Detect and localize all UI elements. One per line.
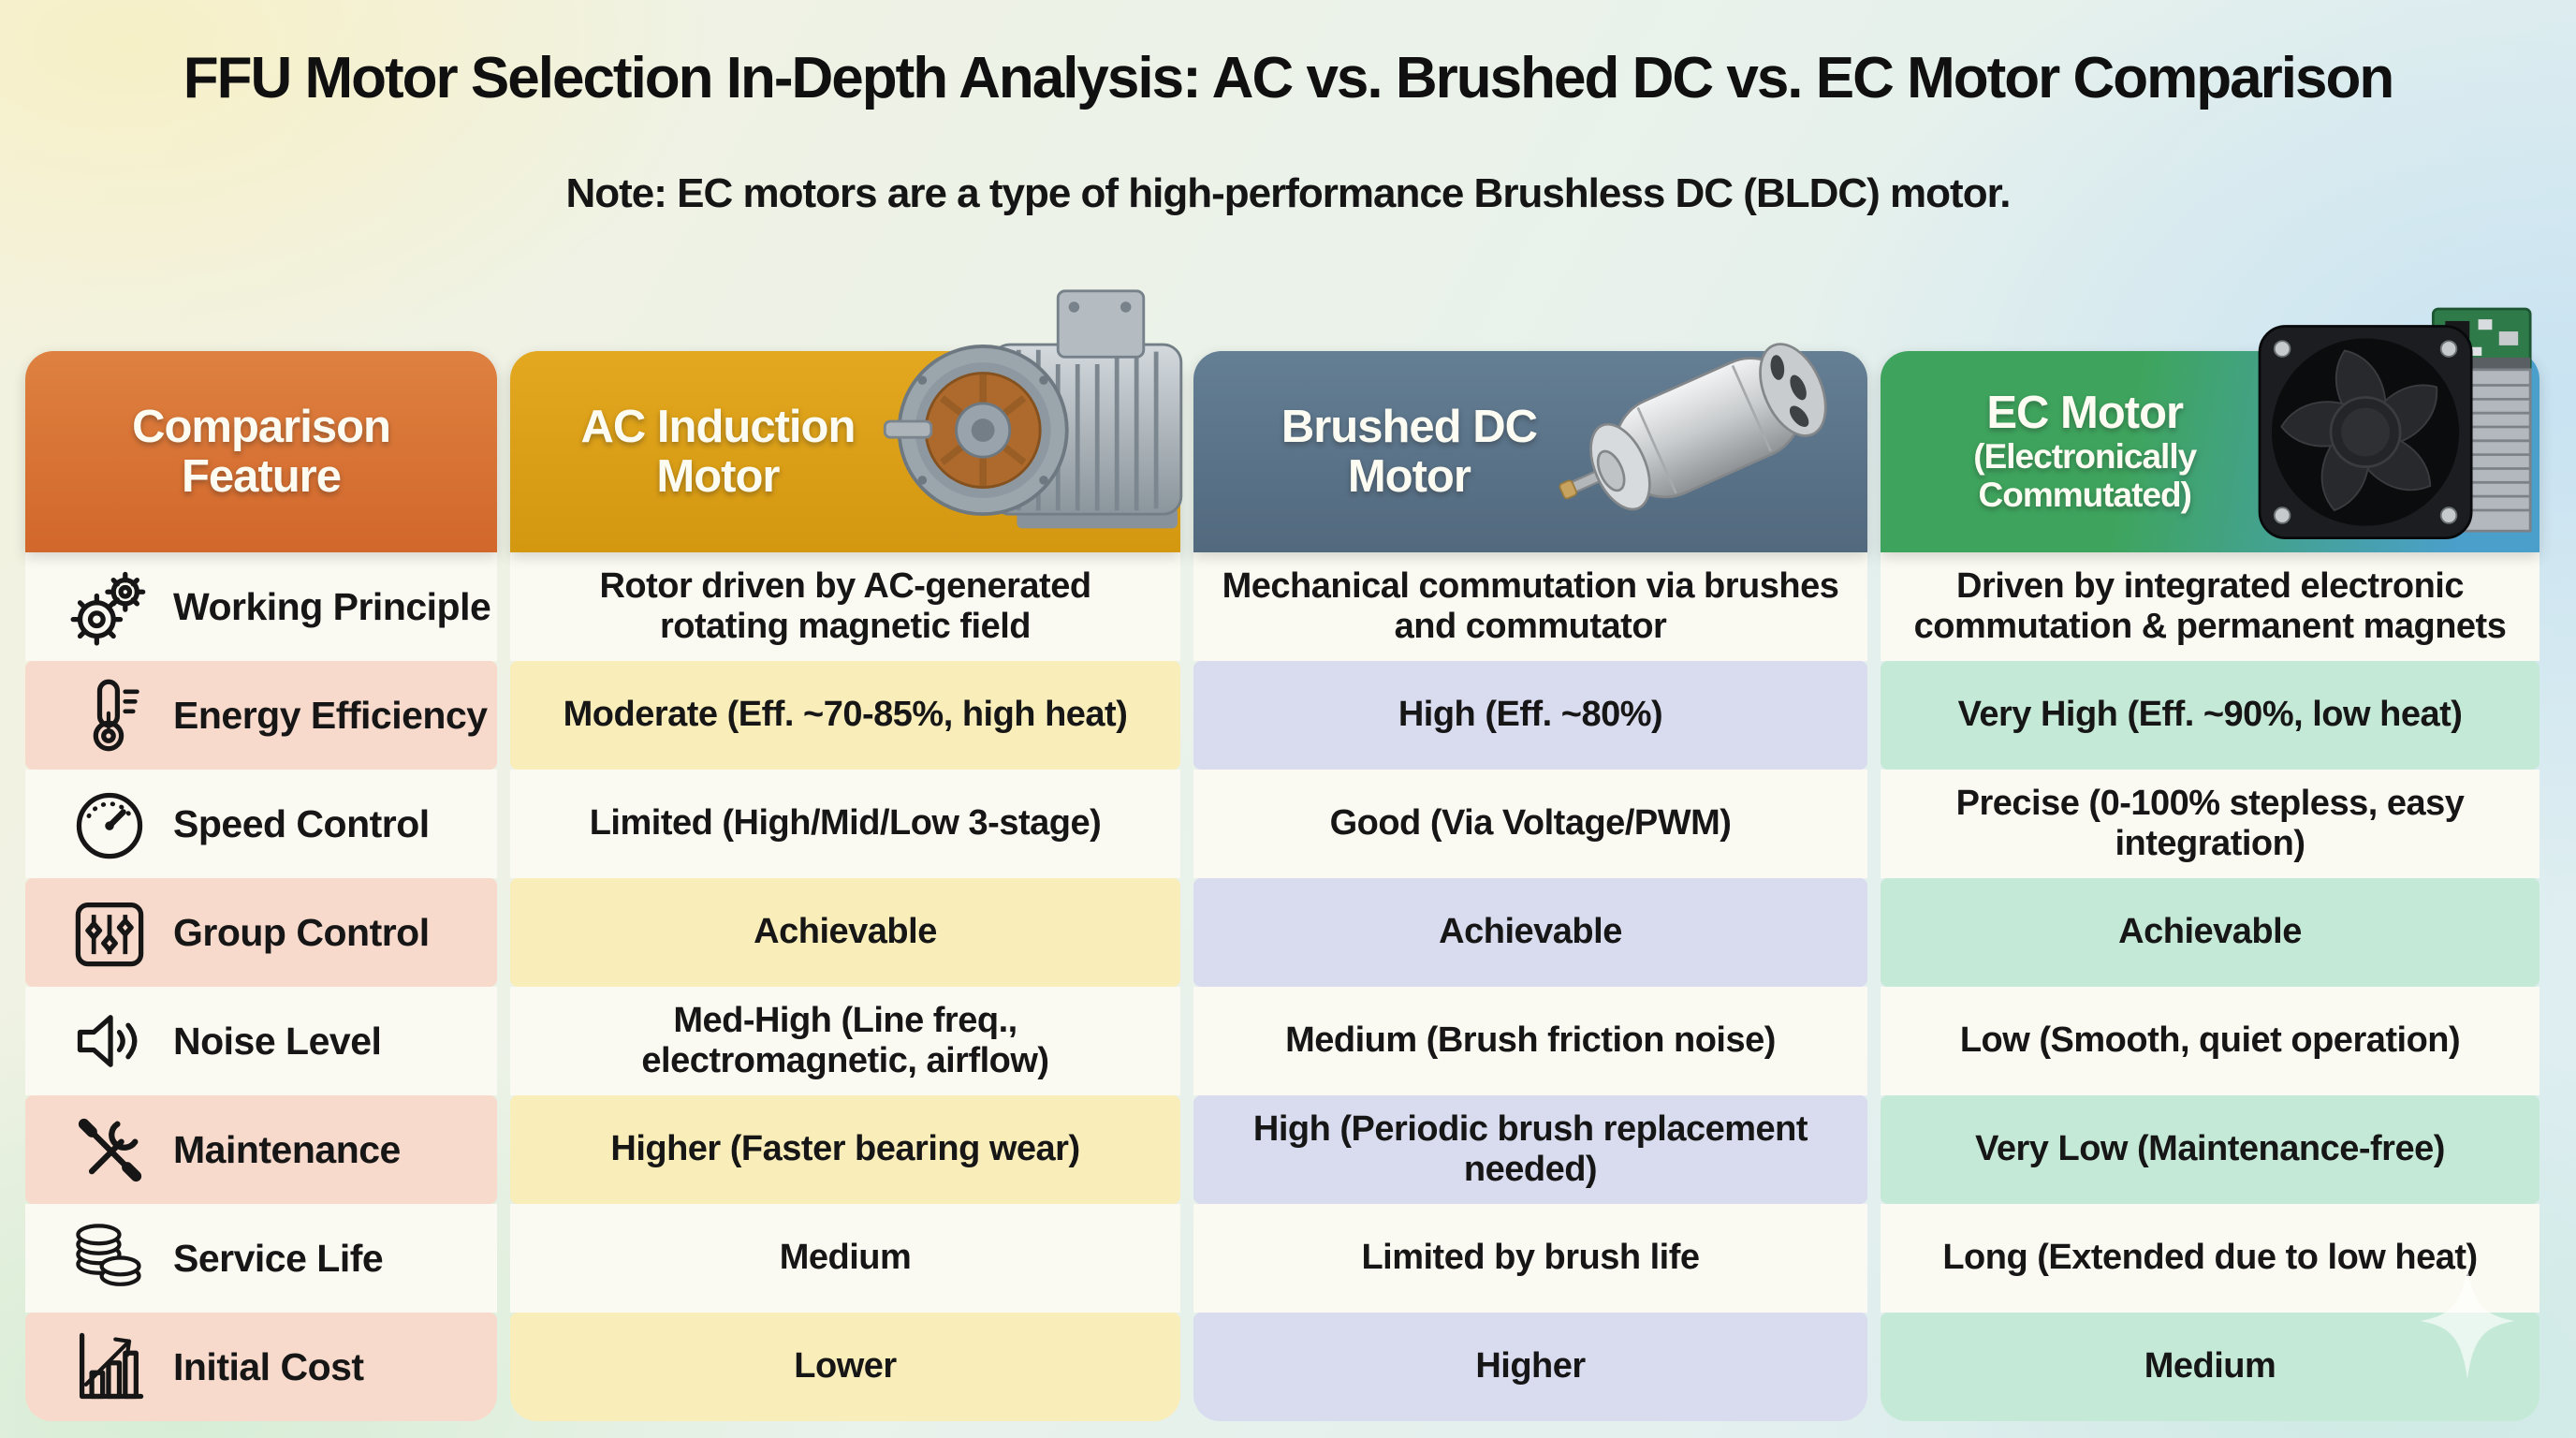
feature-label: Speed Control	[173, 801, 430, 845]
header-line: Motor	[1347, 450, 1471, 502]
header-subtitle-line: (Electronically	[1973, 437, 2197, 477]
cell-group-control-ec: Achievable	[1881, 878, 2539, 987]
cell-maintenance-ec: Very Low (Maintenance-free)	[1881, 1095, 2539, 1204]
cell-energy-efficiency-ec: Very High (Eff. ~90%, low heat)	[1881, 661, 2539, 770]
feature-cell-speed-control: Speed Control	[25, 770, 497, 878]
header-text: Brushed DC Motor	[1193, 401, 1625, 502]
header-text: AC Induction Motor	[510, 401, 926, 502]
feature-label: Maintenance	[173, 1127, 401, 1171]
feature-cell-noise-level: Noise Level	[25, 987, 497, 1095]
header-line: Brushed DC	[1281, 401, 1538, 452]
header-brushed-dc-motor: Brushed DC Motor	[1193, 343, 1867, 552]
cell-speed-control-ec: Precise (0-100% stepless, easy integrati…	[1881, 770, 2539, 878]
ac-motor-image	[883, 289, 1183, 529]
cell-energy-efficiency-ac: Moderate (Eff. ~70-85%, high heat)	[510, 661, 1180, 770]
cell-service-life-dc: Limited by brush life	[1193, 1204, 1867, 1313]
cell-noise-level-ac: Med-High (Line freq., electromagnetic, a…	[510, 987, 1180, 1095]
feature-label: Noise Level	[173, 1019, 382, 1063]
feature-cell-energy-efficiency: Energy Efficiency	[25, 661, 497, 770]
feature-cell-working-principle: Working Principle	[25, 552, 497, 661]
header-line: Feature	[181, 450, 342, 502]
feature-cell-initial-cost: Initial Cost	[25, 1313, 497, 1421]
cell-speed-control-ac: Limited (High/Mid/Low 3-stage)	[510, 770, 1180, 878]
cell-energy-efficiency-dc: High (Eff. ~80%)	[1193, 661, 1867, 770]
header-ac-induction-motor: AC Induction Motor	[510, 289, 1183, 552]
header-text: Comparison Feature	[132, 401, 391, 502]
cell-working-principle-ec: Driven by integrated electronic commutat…	[1881, 552, 2539, 661]
feature-label: Working Principle	[173, 584, 491, 628]
cell-noise-level-dc: Medium (Brush friction noise)	[1193, 987, 1867, 1095]
header-line: Comparison	[132, 401, 391, 452]
page-title: FFU Motor Selection In-Depth Analysis: A…	[183, 46, 2394, 110]
feature-cell-maintenance: Maintenance	[25, 1095, 497, 1204]
header-ec-motor: EC Motor (Electronically Commutated)	[1881, 307, 2539, 552]
chart-icon	[70, 1328, 149, 1406]
cell-group-control-ac: Achievable	[510, 878, 1180, 987]
cell-working-principle-ac: Rotor driven by AC-generated rotating ma…	[510, 552, 1180, 661]
ec-motor-image	[2258, 307, 2532, 540]
header-line: AC Induction	[580, 401, 856, 452]
sliders-icon	[70, 893, 149, 972]
cell-initial-cost-dc: Higher	[1193, 1313, 1867, 1421]
feature-label: Group Control	[173, 910, 430, 954]
feature-cell-service-life: Service Life	[25, 1204, 497, 1313]
feature-cell-group-control: Group Control	[25, 878, 497, 987]
cell-group-control-dc: Achievable	[1193, 878, 1867, 987]
gauge-icon	[70, 785, 149, 863]
cell-speed-control-dc: Good (Via Voltage/PWM)	[1193, 770, 1867, 878]
header-line: Motor	[656, 450, 780, 502]
gears-icon	[70, 567, 149, 646]
feature-label: Energy Efficiency	[173, 693, 488, 737]
header-comparison-feature: Comparison Feature	[25, 351, 497, 552]
header-line: EC Motor	[1986, 388, 2184, 439]
cell-working-principle-dc: Mechanical commutation via brushes and c…	[1193, 552, 1867, 661]
header-subtitle-line: Commutated)	[1978, 475, 2192, 514]
cell-initial-cost-ac: Lower	[510, 1313, 1180, 1421]
sparkle-icon	[2421, 1267, 2514, 1379]
dc-motor-image	[1559, 343, 1827, 511]
cell-initial-cost-ec: Medium	[1881, 1313, 2539, 1421]
thermometer-icon	[70, 676, 149, 755]
comparison-table: Comparison Feature AC Induction Motor	[25, 289, 2539, 1421]
tools-icon	[70, 1110, 149, 1189]
cell-maintenance-dc: High (Periodic brush replacement needed)	[1193, 1095, 1867, 1204]
header-text: EC Motor (Electronically Commutated)	[1881, 389, 2289, 514]
coins-icon	[70, 1219, 149, 1298]
cell-service-life-ac: Medium	[510, 1204, 1180, 1313]
cell-service-life-ec: Long (Extended due to low heat)	[1881, 1204, 2539, 1313]
cell-maintenance-ac: Higher (Faster bearing wear)	[510, 1095, 1180, 1204]
subtitle-note: Note: EC motors are a type of high-perfo…	[565, 170, 2012, 216]
cell-noise-level-ec: Low (Smooth, quiet operation)	[1881, 987, 2539, 1095]
speaker-icon	[70, 1002, 149, 1080]
feature-label: Initial Cost	[173, 1344, 364, 1388]
feature-label: Service Life	[173, 1236, 384, 1280]
